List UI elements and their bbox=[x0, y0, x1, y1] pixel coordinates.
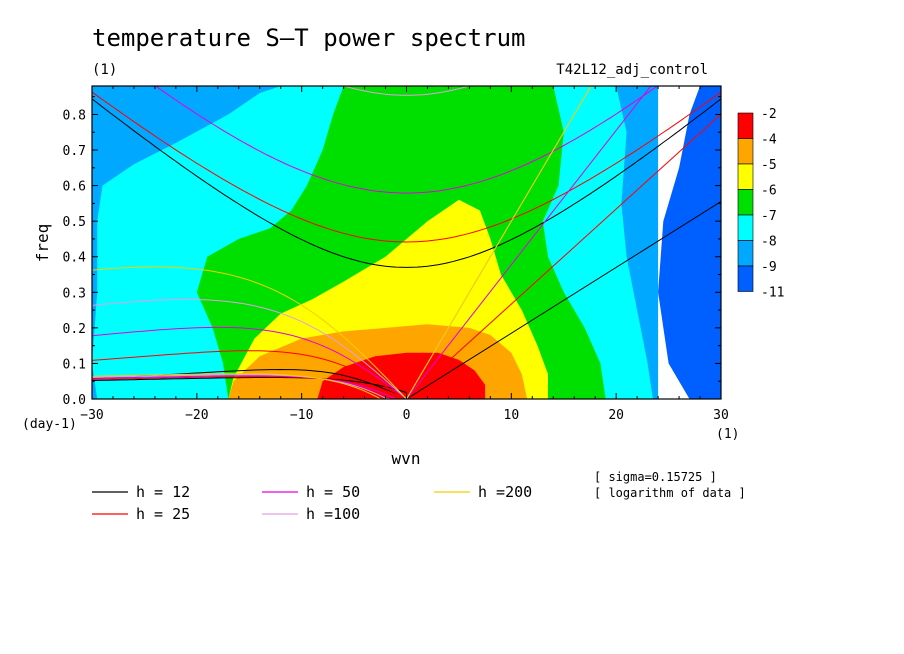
y-tick-label: 0.8 bbox=[63, 108, 86, 123]
y-tick-label: 0.3 bbox=[63, 286, 86, 301]
y-axis-label: freq bbox=[33, 224, 52, 263]
colorbar-swatch bbox=[737, 163, 754, 190]
kelvin-wave-line-h25 bbox=[406, 113, 721, 399]
x-axis-label: wvn bbox=[392, 449, 421, 468]
y-tick-label: 0.1 bbox=[63, 357, 86, 372]
inertia-gravity-curve-h25 bbox=[92, 91, 721, 243]
colorbar-swatch bbox=[737, 214, 754, 241]
x-tick-label: −10 bbox=[290, 408, 313, 423]
y-tick-label: 0.5 bbox=[63, 215, 86, 230]
legend-label-h50: h = 50 bbox=[306, 483, 360, 501]
colorbar-label: -7 bbox=[761, 209, 777, 224]
kelvin-wave-line-h200 bbox=[406, 86, 592, 399]
y-tick-label: 0.0 bbox=[63, 393, 86, 408]
legend-label-h200: h =200 bbox=[478, 483, 532, 501]
rossby-curve-h200 bbox=[92, 266, 407, 399]
x-tick-label: −20 bbox=[185, 408, 208, 423]
legend-label-h12: h = 12 bbox=[136, 483, 190, 501]
mixed-rossby-gravity-curve-h200 bbox=[92, 373, 407, 399]
contour-region-neg11 bbox=[658, 86, 721, 399]
y-tick-label: 0.2 bbox=[63, 322, 86, 337]
colorbar-swatch bbox=[737, 240, 754, 267]
y-unit-label: (day-1) bbox=[22, 417, 77, 432]
chart-subtitle-left: (1) bbox=[92, 62, 117, 78]
x-tick-label: 30 bbox=[713, 408, 729, 423]
chart-title: temperature S–T power spectrum bbox=[92, 24, 525, 52]
inertia-gravity-curve-h100 bbox=[342, 86, 471, 96]
x-tick-label: 0 bbox=[403, 408, 411, 423]
colorbar-label: -9 bbox=[761, 260, 777, 275]
colorbar-label: -5 bbox=[761, 158, 777, 173]
y-tick-label: 0.6 bbox=[63, 180, 86, 195]
colorbar-label: -8 bbox=[761, 235, 777, 250]
inertia-gravity-curve-h12 bbox=[92, 98, 721, 268]
x-tick-label: 10 bbox=[504, 408, 520, 423]
rossby-curve-h25 bbox=[92, 350, 407, 399]
kelvin-wave-line-h12 bbox=[406, 201, 721, 399]
axes-layer: −30 −20 −10 0 10 20 30 0.0 0.1 0.2 0.3 0.4 0.5 0.6 0.7… bbox=[63, 86, 729, 423]
mixed-rossby-gravity-curve-h25 bbox=[92, 376, 407, 399]
colorbar-label: -2 bbox=[761, 107, 777, 122]
colorbar-swatch bbox=[737, 189, 754, 216]
colorbar-swatch bbox=[737, 138, 754, 165]
y-tick-label: 0.4 bbox=[63, 251, 87, 266]
x-tick-label: 20 bbox=[608, 408, 624, 423]
colorbar-label: -11 bbox=[761, 286, 784, 301]
y-tick-label: 0.7 bbox=[63, 144, 86, 159]
rossby-curve-h50 bbox=[92, 326, 407, 399]
annotation-log: [ logarithm of data ] bbox=[594, 486, 746, 500]
colorbar-swatch bbox=[737, 265, 754, 292]
legend-label-h100: h =100 bbox=[306, 505, 360, 523]
legend: h = 12 h = 25 h = 50 h =100 h =200 bbox=[92, 483, 532, 523]
legend-label-h25: h = 25 bbox=[136, 505, 190, 523]
colorbar-label: -4 bbox=[761, 133, 777, 148]
inertia-gravity-curve-h50 bbox=[154, 86, 659, 194]
rossby-curve-h100 bbox=[92, 298, 407, 399]
colorbar: -2 -4 -5 -6 -7 -8 -9 -11 bbox=[737, 107, 784, 301]
plot-curve-layer bbox=[92, 86, 721, 399]
mixed-rossby-gravity-curve-h50 bbox=[92, 375, 407, 399]
x-unit-label: (1) bbox=[716, 427, 739, 442]
mixed-rossby-gravity-curve-h100 bbox=[92, 374, 407, 399]
annotation-sigma: [ sigma=0.15725 ] bbox=[594, 470, 717, 484]
x-tick-label: −30 bbox=[80, 408, 103, 423]
kelvin-wave-line-h50 bbox=[406, 86, 652, 399]
mixed-rossby-gravity-curve-h12 bbox=[92, 377, 407, 394]
colorbar-label: -6 bbox=[761, 184, 777, 199]
colorbar-swatch bbox=[737, 112, 754, 139]
chart-subtitle-right: T42L12_adj_control bbox=[556, 62, 708, 78]
